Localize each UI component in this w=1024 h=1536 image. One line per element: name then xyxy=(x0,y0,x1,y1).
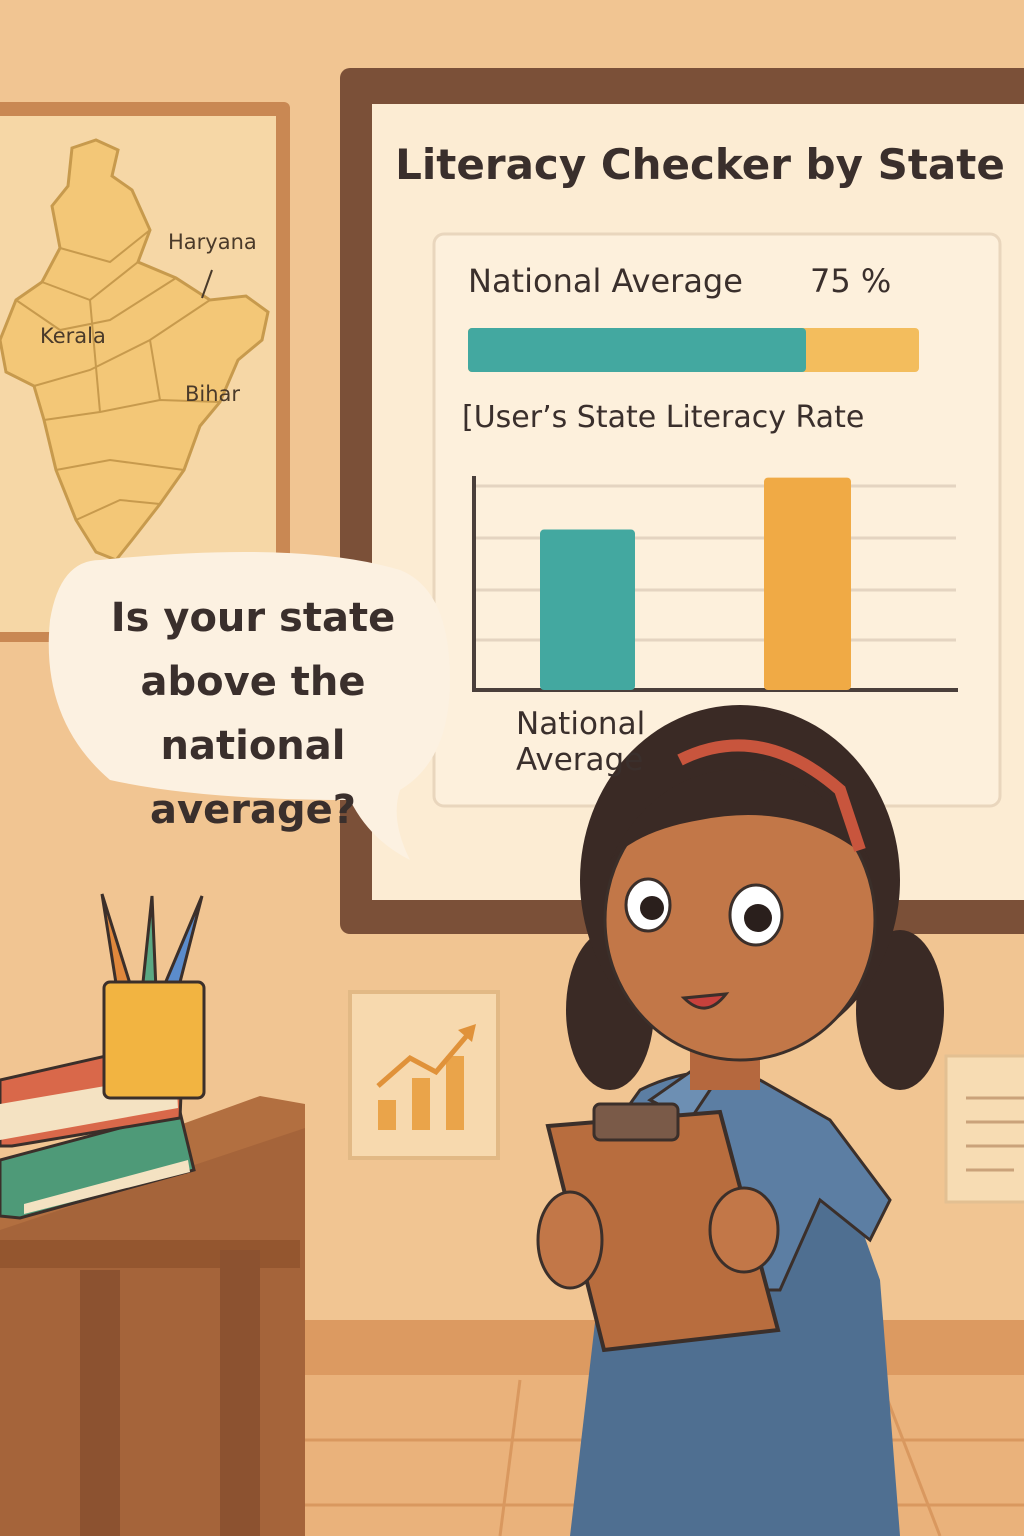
notice-paper xyxy=(944,1054,1024,1204)
speech-bubble xyxy=(48,552,450,860)
bar-user-state xyxy=(764,477,851,690)
growth-chart-poster xyxy=(348,990,500,1160)
speech-line-3: average? xyxy=(150,787,356,833)
national-average-label: National Average xyxy=(468,262,743,300)
bar-category-label: National Average xyxy=(516,706,646,778)
india-map-outline xyxy=(0,138,270,562)
student-character xyxy=(536,705,944,1536)
national-average-value: 75 % xyxy=(810,262,892,300)
map-label-kerala: Kerala xyxy=(40,324,106,348)
desk xyxy=(0,1096,305,1536)
trend-arrow-icon xyxy=(376,1030,472,1088)
map-label-bihar: Bihar xyxy=(185,382,241,406)
user-state-label: [User’s State Literacy Rate xyxy=(462,400,865,435)
board-title: Literacy Checker by State xyxy=(395,140,1005,189)
national-progress-fill xyxy=(468,328,806,372)
speech-bubble-text: Is your state above the national average… xyxy=(58,586,448,842)
map-label-haryana: Haryana xyxy=(168,230,257,254)
speech-line-1: Is your state xyxy=(110,595,396,641)
whiteboard xyxy=(340,68,1024,934)
speech-line-2: above the national xyxy=(140,659,366,769)
bar-national-average xyxy=(540,529,635,690)
india-map-poster xyxy=(0,102,290,642)
pencil-cup xyxy=(100,893,206,1100)
